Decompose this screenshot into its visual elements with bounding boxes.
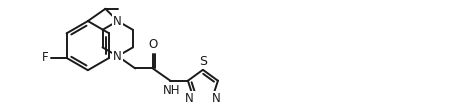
Text: N: N: [113, 50, 122, 63]
Text: NH: NH: [163, 84, 180, 97]
Text: O: O: [148, 38, 157, 51]
Text: N: N: [185, 92, 193, 104]
Text: S: S: [198, 55, 207, 68]
Text: N: N: [113, 15, 122, 28]
Text: F: F: [41, 51, 48, 64]
Text: N: N: [212, 92, 220, 104]
